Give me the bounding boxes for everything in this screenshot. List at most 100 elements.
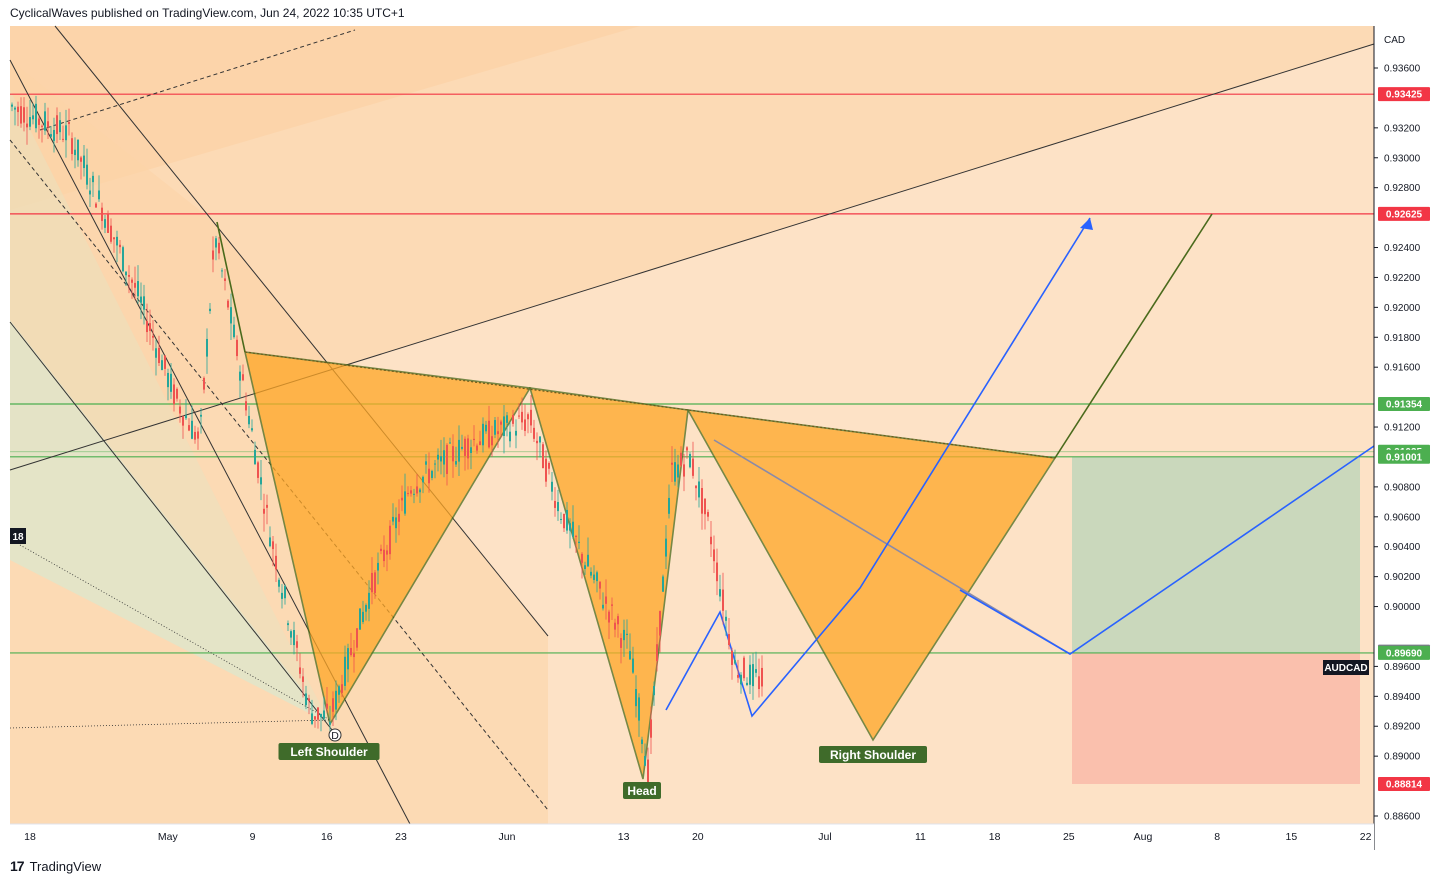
candle-body: [419, 489, 421, 493]
candle-body: [710, 536, 712, 545]
candle-body: [434, 463, 436, 465]
candle-body: [128, 274, 130, 277]
candle-body: [74, 149, 76, 156]
candle-body: [548, 462, 550, 469]
candle-body: [410, 490, 412, 494]
candle-body: [278, 579, 280, 587]
candle-body: [704, 498, 706, 515]
candle-body: [359, 608, 361, 630]
candle-body: [413, 493, 415, 495]
tradingview-brand: TradingView: [29, 858, 102, 874]
candle-body: [596, 572, 598, 582]
trend-line-5: [39, 29, 356, 131]
candle-body: [50, 134, 52, 137]
candle-body: [755, 669, 757, 673]
candle-body: [209, 308, 211, 312]
candle-body: [122, 247, 124, 272]
y-tick-label: 0.91600: [1384, 363, 1421, 374]
candle-body: [686, 447, 688, 451]
candle-body: [587, 554, 589, 567]
candle-body: [389, 525, 391, 555]
candle-body: [566, 509, 568, 531]
candle-body: [674, 462, 676, 482]
candle-body: [95, 203, 97, 208]
candle-body: [224, 278, 226, 281]
x-tick-label: Aug: [1134, 831, 1153, 843]
candle-body: [110, 225, 112, 242]
candle-body: [341, 684, 343, 693]
pattern-label-0: Left Shoulder: [290, 745, 368, 759]
y-tick-label: 0.91800: [1384, 333, 1421, 344]
candle-body: [668, 497, 670, 514]
candle-body: [713, 549, 715, 562]
candle-body: [452, 446, 454, 462]
candle-body: [116, 236, 118, 246]
candle-body: [299, 667, 301, 674]
candle-body: [626, 633, 628, 635]
pattern-leg-right: [1054, 213, 1213, 459]
candle-body: [602, 604, 604, 609]
symbol-tag: AUDCAD: [1324, 663, 1367, 674]
candle-body: [149, 323, 151, 331]
candle-body: [479, 441, 481, 446]
candle-body: [428, 468, 430, 484]
candle-body: [98, 190, 100, 200]
candle-body: [47, 121, 49, 128]
candle-body: [524, 419, 526, 431]
y-tick-label: 0.90800: [1384, 482, 1421, 493]
candle-body: [275, 555, 277, 570]
candle-body: [536, 440, 538, 444]
x-tick-label: 18: [989, 831, 1001, 843]
y-tick-label: 0.90200: [1384, 572, 1421, 583]
rising-channel-fill: [10, 26, 1374, 470]
price-tag-0: 0.93425: [1386, 90, 1423, 101]
price-axis-background: [1374, 26, 1440, 824]
candle-body: [746, 682, 748, 685]
candle-body: [236, 339, 238, 357]
price-tag-box-6: [1378, 645, 1430, 660]
candle-body: [539, 436, 541, 443]
candle-body: [197, 431, 199, 439]
candle-body: [722, 589, 724, 611]
candle-body: [215, 238, 217, 248]
pattern-label-box-1: [623, 782, 661, 799]
x-tick-label: 25: [1063, 831, 1075, 843]
candle-body: [272, 541, 274, 550]
price-tag-box-4: [1378, 449, 1430, 464]
candle-body: [269, 537, 271, 547]
y-tick-label: 0.92400: [1384, 243, 1421, 254]
x-tick-label: 15: [1286, 831, 1298, 843]
y-tick-label: 0.91200: [1384, 423, 1421, 434]
candle-body: [20, 106, 22, 124]
candle-body: [695, 485, 697, 489]
x-tick-label: 11: [915, 831, 926, 843]
grey-path: [713, 439, 1071, 655]
candle-body: [374, 572, 376, 594]
candle-body: [680, 452, 682, 466]
candle-body: [38, 118, 40, 125]
candle-body: [464, 438, 466, 456]
candle-body: [23, 107, 25, 123]
candle-body: [44, 111, 46, 131]
candle-body: [725, 616, 727, 621]
trend-line-3: [9, 321, 337, 736]
candle-body: [329, 722, 331, 725]
symbol-tag-box: [1323, 660, 1369, 675]
x-tick-label: 22: [1360, 831, 1372, 843]
candle-body: [338, 686, 340, 695]
pattern-label-2: Right Shoulder: [830, 748, 916, 762]
candle-body: [503, 416, 505, 437]
candle-body: [488, 420, 490, 448]
candle-body: [167, 372, 169, 388]
candle-body: [17, 106, 19, 113]
candle-body: [623, 629, 625, 641]
candle-body: [461, 446, 463, 449]
candle-body: [560, 518, 562, 520]
time-axis-background: [10, 824, 1374, 850]
pattern-label-1: Head: [627, 784, 656, 798]
pattern-triangle-2: [686, 408, 1057, 742]
candle-body: [557, 502, 559, 512]
candle-body: [485, 424, 487, 432]
candle-body: [404, 491, 406, 514]
